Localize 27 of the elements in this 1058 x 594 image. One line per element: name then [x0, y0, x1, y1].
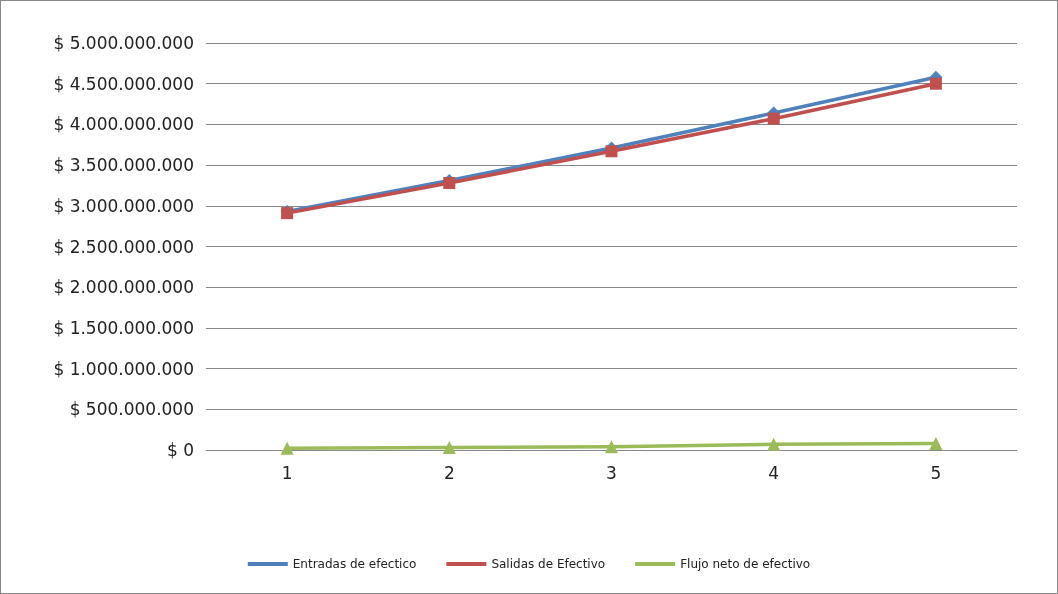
y-tick-label: $ 5.000.000.000: [53, 33, 194, 53]
point: [605, 145, 618, 158]
y-tick-label: $ 3.000.000.000: [53, 195, 194, 216]
x-tick-label: 1: [281, 462, 293, 483]
y-tick-label: $ 1.000.000.000: [53, 358, 194, 379]
x-tick-label: 4: [768, 462, 780, 483]
y-tick-label: $ 2.000.000.000: [53, 277, 194, 298]
legend-label: Entradas de efectico: [292, 557, 417, 571]
x-tick-label: 3: [606, 462, 617, 483]
point: [929, 77, 942, 90]
point: [280, 441, 294, 455]
y-tick-label: $ 4.000.000.000: [53, 114, 194, 135]
x-tick-label: 5: [930, 462, 942, 483]
point: [767, 437, 781, 451]
point: [442, 441, 456, 455]
y-tick-label: $ 2.500.000.000: [53, 236, 194, 257]
legend-label: Salidas de Efectivo: [491, 557, 606, 571]
legend-label: Flujo neto de efectivo: [680, 557, 811, 571]
point: [605, 440, 618, 454]
y-tick-label: $ 1.500.000.000: [53, 317, 194, 338]
point: [929, 436, 943, 450]
x-tick-label: 2: [443, 462, 455, 483]
y-tick-label: $ 4.500.000.000: [53, 73, 194, 94]
point: [767, 112, 780, 125]
y-tick-label: $ 0: [166, 440, 194, 460]
y-tick-label: $ 3.500.000.000: [53, 155, 194, 176]
y-tick-label: $ 500.000.000: [69, 399, 194, 420]
